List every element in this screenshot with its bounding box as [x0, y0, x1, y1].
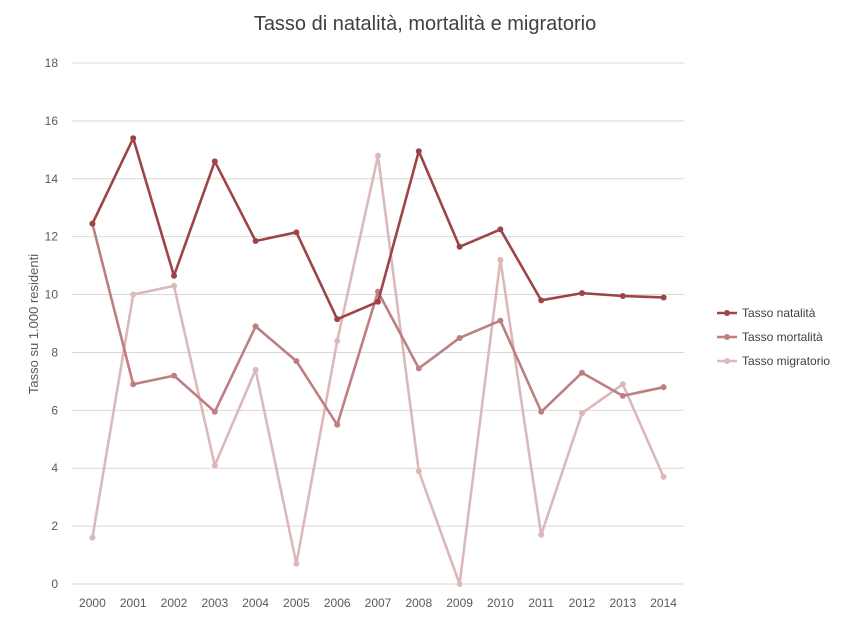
data-point	[497, 317, 504, 324]
data-point	[619, 381, 626, 388]
legend: Tasso natalità Tasso mortalità Tasso migra…	[717, 306, 830, 368]
x-tick-label: 2013	[609, 596, 636, 610]
data-point	[252, 323, 259, 330]
data-point	[456, 334, 463, 341]
chart-title: Tasso di natalità, mortalità e migratori…	[254, 13, 596, 35]
data-point	[252, 238, 259, 245]
data-point	[660, 473, 667, 480]
data-point	[171, 372, 177, 379]
data-point	[538, 297, 545, 304]
legend-label: Tasso mortalità	[742, 330, 823, 344]
y-axis-ticks: 0 2 4 6 8 10 12 14 16 18	[45, 56, 59, 591]
y-tick-label: 6	[51, 403, 58, 417]
y-tick-label: 0	[51, 577, 58, 591]
data-point	[415, 468, 422, 475]
data-point	[579, 290, 585, 297]
y-tick-label: 8	[51, 345, 58, 359]
data-point	[334, 316, 341, 323]
series-0	[89, 135, 667, 323]
x-tick-label: 2005	[283, 596, 310, 610]
x-axis-ticks: 2000 2001 2002 2003 2004 2005 2006 2007 2008 2009…	[79, 596, 677, 610]
data-point	[293, 560, 300, 567]
x-tick-label: 2006	[324, 596, 351, 610]
data-point	[538, 408, 545, 415]
x-tick-label: 2011	[528, 596, 554, 610]
gridlines	[72, 62, 684, 585]
data-point	[456, 581, 463, 587]
x-tick-label: 2007	[365, 596, 392, 610]
y-tick-label: 18	[45, 56, 59, 70]
y-tick-label: 2	[51, 519, 58, 533]
y-tick-label: 10	[45, 288, 59, 302]
data-point	[375, 298, 381, 305]
x-tick-label: 2008	[405, 596, 432, 610]
data-point	[89, 220, 96, 227]
x-tick-label: 2012	[569, 596, 596, 610]
x-tick-label: 2001	[120, 596, 147, 610]
data-point	[660, 384, 667, 391]
y-tick-label: 16	[45, 114, 59, 128]
legend-marker	[724, 358, 730, 364]
legend-label: Tasso migratorio	[742, 354, 830, 368]
data-point	[619, 392, 626, 399]
data-point	[130, 291, 137, 298]
y-axis-label: Tasso su 1.000 residenti	[26, 254, 41, 394]
data-point	[579, 410, 585, 417]
y-tick-label: 4	[51, 461, 58, 475]
x-tick-label: 2004	[242, 596, 269, 610]
x-tick-label: 2003	[201, 596, 228, 610]
data-point	[456, 243, 463, 250]
data-point	[334, 421, 341, 428]
data-point	[660, 294, 667, 301]
data-point	[89, 534, 96, 541]
data-point	[375, 152, 381, 159]
series-lines	[89, 135, 667, 587]
series-1	[89, 220, 667, 428]
data-point	[130, 135, 137, 142]
x-tick-label: 2000	[79, 596, 106, 610]
legend-marker	[724, 334, 730, 340]
x-tick-label: 2009	[446, 596, 473, 610]
data-point	[619, 293, 626, 300]
legend-item: Tasso natalità	[717, 306, 816, 320]
x-tick-label: 2010	[487, 596, 514, 610]
data-point	[130, 381, 137, 388]
series-line	[91, 154, 665, 586]
data-point	[415, 365, 422, 372]
data-point	[252, 366, 259, 373]
legend-item: Tasso mortalità	[717, 330, 823, 344]
data-point	[538, 531, 545, 538]
x-tick-label: 2002	[161, 596, 188, 610]
legend-item: Tasso migratorio	[717, 354, 830, 368]
y-tick-label: 12	[45, 230, 59, 244]
x-tick-label: 2014	[650, 596, 677, 610]
data-point	[334, 337, 341, 344]
data-point	[211, 158, 218, 165]
series-line	[91, 222, 665, 427]
data-point	[171, 282, 177, 289]
data-point	[211, 408, 218, 415]
data-point	[497, 256, 504, 263]
y-tick-label: 14	[45, 172, 59, 186]
legend-marker	[724, 310, 730, 316]
data-point	[171, 272, 177, 279]
data-point	[293, 229, 300, 236]
series-2	[89, 152, 667, 587]
legend-label: Tasso natalità	[742, 306, 816, 320]
data-point	[293, 358, 300, 365]
data-point	[579, 369, 585, 376]
data-point	[497, 226, 504, 233]
data-point	[415, 148, 422, 155]
data-point	[211, 462, 218, 469]
